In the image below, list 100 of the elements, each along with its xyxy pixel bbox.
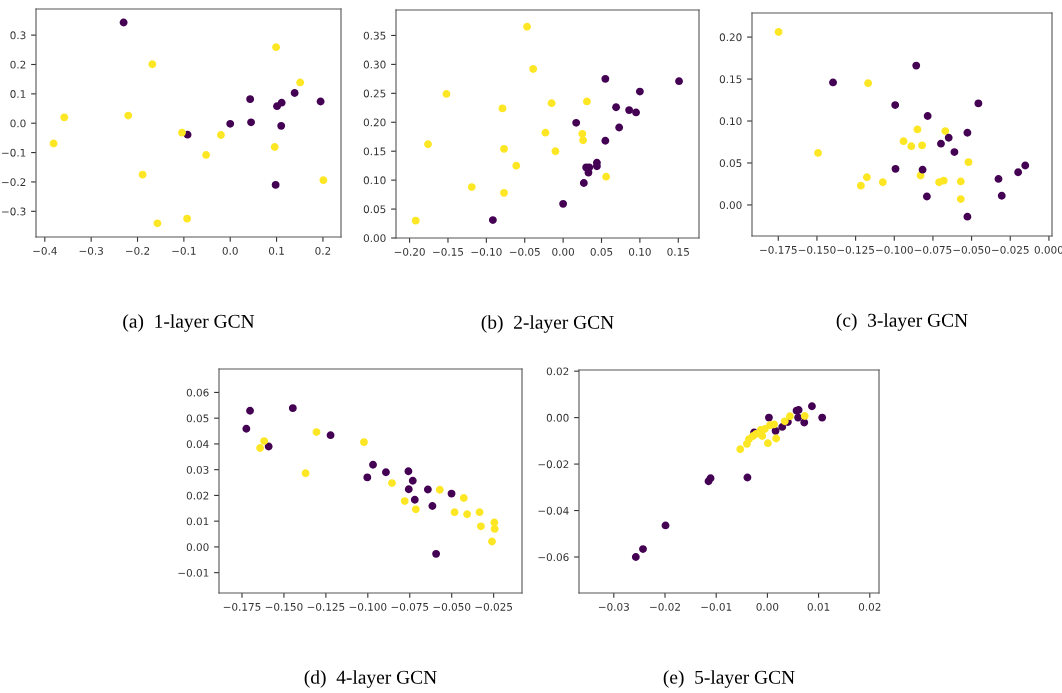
point: [579, 136, 588, 145]
point: [523, 22, 531, 31]
y-tick-label: −0.1: [2, 148, 26, 157]
point: [559, 199, 568, 208]
point: [675, 77, 683, 86]
x-tick-label: −0.025: [992, 245, 1029, 254]
y-tick-label: 0.03: [186, 465, 209, 474]
point: [582, 97, 591, 106]
point: [956, 195, 965, 203]
y-tick-label: 0.20: [719, 33, 742, 42]
x-tick-label: −0.075: [391, 602, 429, 611]
point: [423, 485, 432, 494]
point: [794, 413, 803, 422]
y-tick-label: 0.2: [10, 60, 26, 69]
y-tick-label: 0.15: [719, 75, 742, 84]
point: [612, 103, 621, 112]
point: [124, 111, 133, 120]
y-tick-label: 0.01: [186, 517, 209, 526]
x-tick-label: 0.00: [756, 602, 779, 611]
point: [941, 127, 950, 136]
x-tick-label: −0.175: [223, 602, 261, 611]
point: [956, 177, 965, 186]
point: [907, 142, 916, 151]
y-tick-label: 0.20: [363, 118, 386, 127]
point: [918, 165, 927, 174]
point: [411, 216, 420, 225]
point: [226, 119, 235, 128]
y-tick-label: −0.02: [538, 460, 569, 469]
point: [944, 133, 953, 142]
y-tick-label: 0.3: [10, 31, 26, 40]
point: [277, 121, 286, 130]
point: [301, 469, 310, 478]
point: [148, 60, 157, 69]
point: [288, 404, 297, 413]
point: [178, 128, 186, 137]
y-tick-label: −0.3: [2, 207, 26, 216]
x-tick-label: 0.2: [315, 246, 331, 255]
y-tick-label: −0.04: [538, 506, 569, 515]
point: [270, 143, 279, 151]
x-tick-label: −0.050: [953, 245, 991, 254]
point: [435, 485, 444, 494]
x-tick-label: −0.4: [33, 246, 57, 255]
point: [829, 78, 837, 87]
point: [404, 467, 413, 476]
point: [601, 74, 610, 83]
x-tick-label: 0.15: [667, 247, 689, 256]
y-tick-label: −0.01: [178, 568, 209, 577]
point: [500, 144, 508, 153]
x-tick-label: −0.075: [914, 245, 952, 254]
point: [814, 148, 822, 157]
point: [974, 99, 983, 108]
point: [939, 176, 948, 185]
point: [202, 151, 211, 159]
y-tick-label: 0.25: [363, 89, 386, 98]
point: [541, 128, 550, 137]
point: [772, 434, 781, 443]
point: [264, 442, 273, 451]
point: [922, 192, 931, 201]
x-tick-label: −0.20: [394, 247, 425, 256]
y-tick-label: 0.04: [186, 440, 209, 449]
point: [913, 125, 922, 134]
point: [937, 139, 945, 148]
point: [246, 406, 254, 415]
point: [785, 412, 794, 421]
point: [891, 164, 900, 173]
point: [246, 95, 255, 104]
x-tick-label: −0.150: [265, 602, 303, 611]
x-axis-title: (b) 2-layer GCN: [481, 315, 614, 333]
point: [442, 89, 451, 98]
point: [639, 545, 647, 554]
point: [635, 87, 644, 96]
y-tick-label: 0.30: [363, 60, 386, 69]
point: [771, 426, 780, 435]
point: [316, 97, 325, 106]
x-tick-label: 0.0: [222, 246, 238, 255]
y-tick-label: 0.02: [186, 491, 209, 500]
point: [763, 439, 772, 448]
point: [277, 98, 286, 107]
y-tick-label: −0.06: [538, 553, 569, 562]
point: [256, 444, 265, 452]
x-tick-label: −0.10: [471, 247, 502, 256]
point: [800, 412, 809, 420]
point: [632, 108, 640, 117]
point: [899, 137, 908, 146]
point: [271, 180, 280, 189]
y-tick-label: 0.00: [719, 201, 742, 210]
point: [631, 553, 640, 561]
point: [512, 161, 521, 170]
point: [963, 212, 972, 221]
x-tick-label: 0.1: [268, 246, 284, 255]
point: [997, 191, 1006, 200]
point: [360, 438, 368, 447]
x-tick-label: 0.05: [590, 247, 613, 256]
point: [476, 522, 485, 531]
point: [994, 175, 1003, 183]
point: [918, 141, 927, 150]
x-axis-title: (e) 5-layer GCN: [663, 670, 795, 688]
point: [312, 428, 321, 437]
point: [428, 502, 437, 510]
point: [891, 101, 900, 109]
